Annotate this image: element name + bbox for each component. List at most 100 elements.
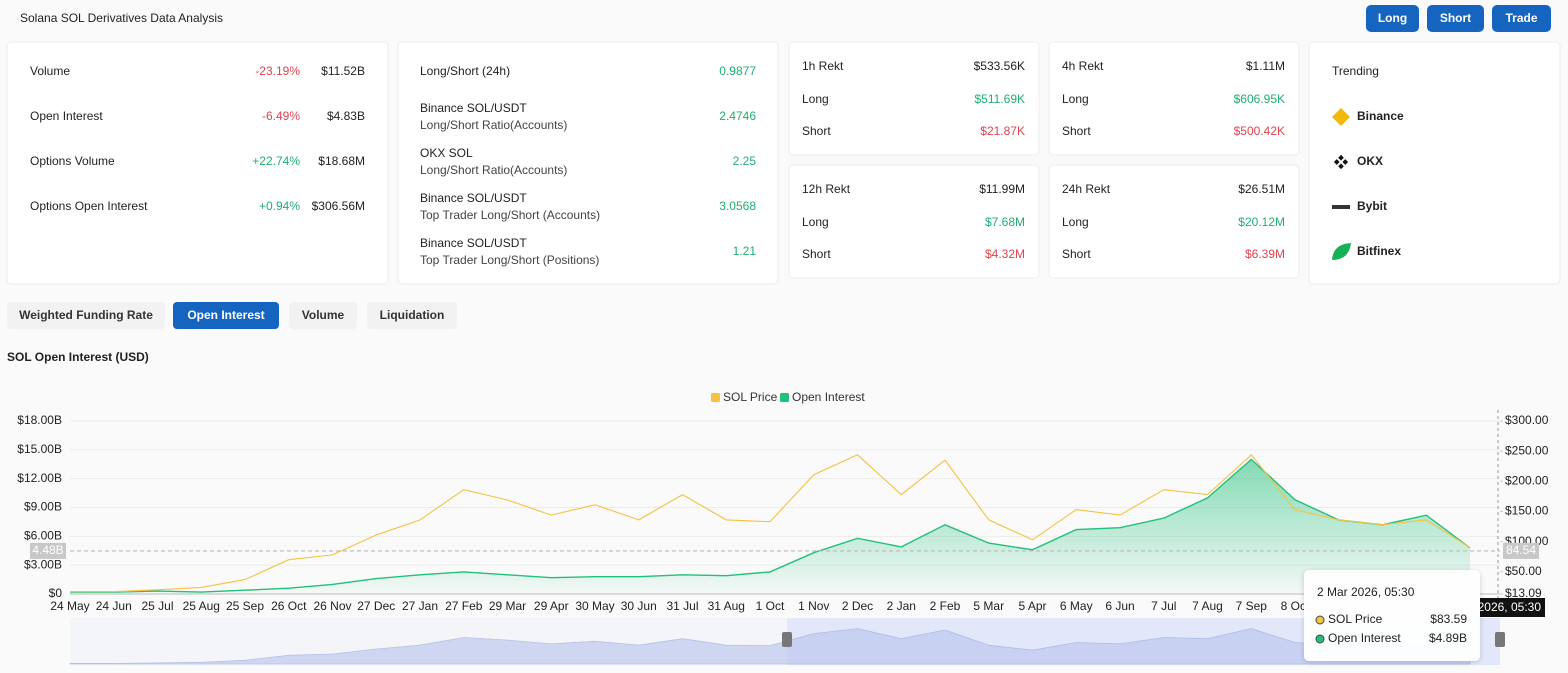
metric-label: Options Volume [30, 154, 115, 168]
navigator-handle[interactable] [782, 632, 792, 647]
rekt-row-label: Long [802, 215, 829, 229]
rekt-row-value: $20.12M [1238, 215, 1285, 229]
y-tick-label: $15.00B [17, 442, 62, 456]
tooltip-dot [1315, 615, 1325, 625]
x-tick-label: 2 Jan [887, 599, 916, 613]
legend-swatch [780, 393, 789, 402]
x-tick-label: 30 May [575, 599, 614, 613]
x-tick-label: 27 Feb [445, 599, 483, 613]
metric-value: $11.52B [321, 64, 365, 78]
x-tick-label: 5 Apr [1018, 599, 1046, 613]
rekt-value: $11.99M [979, 182, 1025, 196]
ratio-label: Binance SOL/USDT [420, 101, 527, 115]
x-tick-label: 25 Aug [183, 599, 220, 613]
icon [1338, 154, 1344, 161]
rekt-label: 24h Rekt [1062, 182, 1111, 196]
rekt-row-label: Short [802, 247, 831, 261]
rekt-row-value: $4.32M [985, 247, 1025, 261]
tooltip-title: 2 Mar 2026, 05:30 [1317, 585, 1415, 599]
ratio-value: 1.21 [733, 244, 757, 258]
card [1048, 164, 1300, 279]
marker-label: 84.54 [1506, 543, 1536, 557]
x-tick-label: 2 Feb [930, 599, 961, 613]
trending-title: Trending [1332, 64, 1379, 78]
y2-tick-label: $150.00 [1505, 504, 1549, 518]
x-tick-label: 25 Sep [226, 599, 264, 613]
y-tick-label: $12.00B [17, 471, 62, 485]
navigator-handle[interactable] [1495, 632, 1505, 647]
icon [1332, 108, 1350, 126]
x-tick-label: 25 Jul [141, 599, 173, 613]
exchange-name: OKX [1357, 154, 1383, 168]
metric-change: -23.19% [255, 64, 300, 78]
ratio-value: 2.4746 [719, 109, 756, 123]
x-tick-label: 7 Sep [1236, 599, 1268, 613]
button[interactable] [1427, 5, 1484, 32]
metric-value: $306.56M [312, 199, 365, 213]
ratio-label: Binance SOL/USDT [420, 191, 527, 205]
y2-tick-label: $250.00 [1505, 443, 1549, 457]
x-tick-label: 27 Dec [357, 599, 395, 613]
exchange-name: Bybit [1357, 199, 1387, 213]
metric-change: +22.74% [252, 154, 300, 168]
tooltip [1304, 570, 1480, 661]
legend-label: SOL Price [723, 390, 778, 404]
x-tick-label: 5 Mar [973, 599, 1004, 613]
button-label[interactable]: Short [1440, 11, 1471, 25]
tooltip-name: Open Interest [1328, 631, 1401, 645]
ratio-label: OKX SOL [420, 146, 473, 160]
x-tick-label: 27 Jan [402, 599, 438, 613]
marker-box [30, 542, 66, 559]
legend-label: Open Interest [792, 390, 865, 404]
tab-label[interactable]: Open Interest [187, 308, 264, 322]
x-tick-label: 31 Aug [708, 599, 745, 613]
legend-swatch [711, 393, 720, 402]
rekt-row-label: Short [1062, 247, 1091, 261]
tab[interactable] [367, 302, 457, 329]
tab-label[interactable]: Liquidation [380, 308, 445, 322]
y-tick-label: $18.00B [17, 413, 62, 427]
x-tick-label: 29 Mar [489, 599, 526, 613]
ratio-sublabel: Long/Short Ratio(Accounts) [420, 163, 567, 177]
tab[interactable] [289, 302, 357, 329]
icon [1338, 163, 1344, 170]
metric-change: -6.49% [262, 109, 300, 123]
line [70, 453, 1471, 593]
card [788, 41, 1040, 156]
rekt-row-label: Short [1062, 124, 1091, 138]
y-tick-label: $6.00B [24, 529, 62, 543]
exchange-name: Bitfinex [1357, 244, 1401, 258]
x-tick-label: 6 May [1060, 599, 1093, 613]
x-tick-label: 24 Jun [96, 599, 132, 613]
metric-value: $4.83B [327, 109, 365, 123]
button[interactable] [1492, 5, 1551, 32]
button-label[interactable]: Trade [1505, 11, 1537, 25]
x-tick-label: 31 Jul [666, 599, 698, 613]
metric-change: +0.94% [259, 199, 300, 213]
y-tick-label: $9.00B [24, 500, 62, 514]
icon [1332, 243, 1351, 260]
page-title: Solana SOL Derivatives Data Analysis [20, 11, 223, 25]
ratio-sublabel: Top Trader Long/Short (Accounts) [420, 208, 600, 222]
y2-tick-label: $300.00 [1505, 413, 1549, 427]
button-label[interactable]: Long [1378, 11, 1407, 25]
rekt-row-label: Short [802, 124, 831, 138]
card [1048, 41, 1300, 156]
x-tick-label: 1 Nov [798, 599, 829, 613]
tooltip-value: $83.59 [1430, 612, 1467, 626]
rekt-row-value: $7.68M [985, 215, 1025, 229]
tab-label[interactable]: Weighted Funding Rate [19, 308, 153, 322]
line [70, 458, 1471, 593]
x-tick-label: 24 May [50, 599, 89, 613]
x-tick-label: 29 Apr [534, 599, 569, 613]
tab[interactable] [173, 302, 279, 329]
ratio-value: 3.0568 [719, 199, 756, 213]
ratio-label: Long/Short (24h) [420, 64, 510, 78]
button[interactable] [1366, 5, 1419, 32]
pointer-label: 2 Mar 2026, 05:30 [1444, 600, 1542, 614]
tab[interactable] [7, 302, 165, 329]
tab-label[interactable]: Volume [302, 308, 345, 322]
chart-title: SOL Open Interest (USD) [7, 350, 149, 364]
x-tick-label: 30 Jun [621, 599, 657, 613]
